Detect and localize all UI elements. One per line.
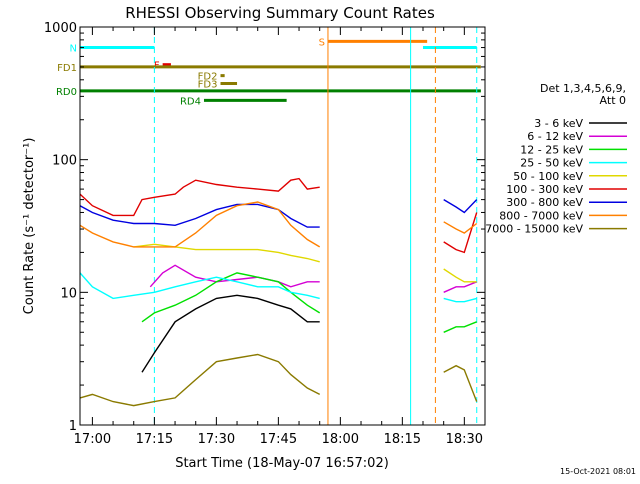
axis-layer: 1 10 100 1000 17:00 17:15 17:30 17:45 18:00 18:15… xyxy=(44,21,486,447)
y-tick-label: 1 xyxy=(69,419,77,434)
series-line xyxy=(443,221,478,234)
series-line xyxy=(443,281,477,293)
x-tick-label: 18:30 xyxy=(446,432,483,447)
x-tick-label: 17:15 xyxy=(136,432,173,447)
x-tick-label: 17:30 xyxy=(198,432,235,447)
x-tick-label: 17:45 xyxy=(260,432,297,447)
flag-label-n: N xyxy=(70,44,77,55)
series-line xyxy=(443,297,477,303)
vline-layer xyxy=(153,27,478,425)
legend-label: 6 - 12 keV xyxy=(527,130,583,143)
series-12-25-kev xyxy=(141,272,477,333)
series-line xyxy=(149,264,320,288)
series-line xyxy=(443,212,478,254)
flag-label-fd1: FD1 xyxy=(57,63,77,74)
series-line xyxy=(79,177,320,217)
series-7000-15000-kev xyxy=(79,353,478,407)
y-axis-label: Count Rate (s⁻¹ detector⁻¹) xyxy=(22,138,37,315)
legend-header-line-2: Att 0 xyxy=(600,94,626,107)
flag-label-rd0: RD0 xyxy=(56,87,77,98)
series-line xyxy=(79,201,321,248)
flag-layer: NFSFD1FD2FD3RD0RD4 xyxy=(56,37,481,107)
series-50-100-kev xyxy=(133,243,477,283)
series-line xyxy=(141,294,320,373)
series-line xyxy=(443,198,478,214)
series-line xyxy=(141,272,321,323)
legend-label: 25 - 50 keV xyxy=(520,157,583,170)
x-tick-label: 18:00 xyxy=(322,432,359,447)
x-tick-label: 18:15 xyxy=(384,432,421,447)
series-line xyxy=(443,364,478,402)
flag-label-rd4: RD4 xyxy=(180,96,201,107)
legend-label: 12 - 25 keV xyxy=(520,143,583,156)
x-tick-label: 17:00 xyxy=(74,432,111,447)
chart-title: RHESSI Observing Summary Count Rates xyxy=(125,4,435,22)
y-tick-label: 1000 xyxy=(44,21,77,36)
flag-label-s: S xyxy=(319,37,325,48)
series-line xyxy=(443,321,477,333)
series-line xyxy=(79,203,320,228)
series-6-12-kev xyxy=(149,264,477,293)
series-3-6-kev xyxy=(141,294,320,373)
series-line xyxy=(79,353,321,407)
series-line xyxy=(79,272,320,300)
series-layer xyxy=(79,177,478,407)
flag-label-fd2: FD2 xyxy=(198,72,218,83)
plot-frame xyxy=(79,26,486,426)
legend-label: 7000 - 15000 keV xyxy=(485,223,583,236)
y-tick-label: 10 xyxy=(60,286,77,301)
legend-label: 100 - 300 keV xyxy=(506,183,583,196)
series-800-7000-kev xyxy=(79,201,478,248)
legend-label: 300 - 800 keV xyxy=(506,196,583,209)
legend-label: 50 - 100 keV xyxy=(513,170,583,183)
series-25-50-kev xyxy=(79,272,477,303)
flag-label-fd3: FD3 xyxy=(198,80,218,91)
legend-label: 3 - 6 keV xyxy=(534,117,583,130)
series-100-300-kev xyxy=(79,177,478,254)
y-tick-label: 100 xyxy=(52,154,77,169)
series-line xyxy=(133,243,320,263)
footer-date: 15-Oct-2021 08:01 xyxy=(560,467,636,476)
legend-header-line-1: Det 1,3,4,5,6,9, xyxy=(540,82,626,95)
legend-label: 800 - 7000 keV xyxy=(499,209,583,222)
series-300-800-kev xyxy=(79,198,478,228)
x-axis-label: Start Time (18-May-07 16:57:02) xyxy=(175,456,389,471)
series-line xyxy=(443,268,477,283)
